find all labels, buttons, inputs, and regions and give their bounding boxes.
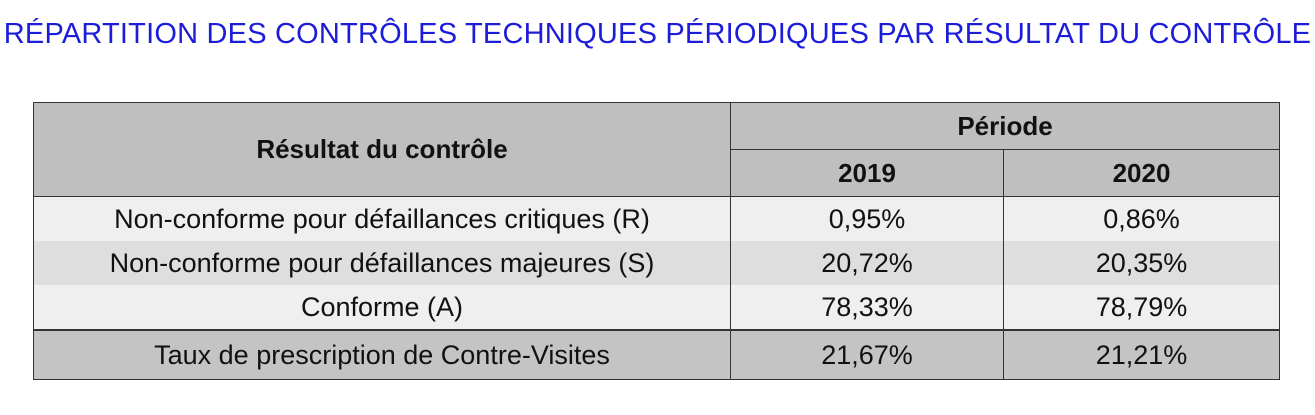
table-title: RÉPARTITION DES CONTRÔLES TECHNIQUES PÉR… bbox=[3, 18, 1312, 50]
cell-value-2020: 20,35% bbox=[1003, 241, 1280, 285]
cell-value-2020: 0,86% bbox=[1003, 196, 1280, 241]
total-row: Taux de prescription de Contre-Visites 2… bbox=[33, 329, 1280, 380]
table-row: Non-conforme pour défaillances majeures … bbox=[33, 241, 1280, 285]
cell-value-2019: 21,67% bbox=[730, 329, 1004, 380]
header-row-years: 2019 2020 bbox=[34, 149, 1280, 197]
row-label: Non-conforme pour défaillances majeures … bbox=[33, 241, 731, 285]
cell-value-2019: 20,72% bbox=[730, 241, 1004, 285]
header-row-group: Résultat du contrôle Période bbox=[33, 102, 1280, 197]
cell-value-2019: 78,33% bbox=[730, 285, 1004, 331]
row-label: Taux de prescription de Contre-Visites bbox=[33, 329, 731, 380]
table-row: Non-conforme pour défaillances critiques… bbox=[33, 196, 1280, 241]
results-table: Résultat du contrôle Période 2019 2020 N… bbox=[33, 102, 1280, 380]
cell-value-2020: 78,79% bbox=[1003, 285, 1280, 331]
cell-value-2020: 21,21% bbox=[1003, 329, 1280, 380]
period-header: Période bbox=[730, 102, 1280, 150]
cell-value-2019: 0,95% bbox=[730, 196, 1004, 241]
row-label-header: Résultat du contrôle bbox=[33, 102, 731, 197]
row-label: Conforme (A) bbox=[33, 285, 731, 331]
table-row: Conforme (A) 78,33% 78,79% bbox=[33, 285, 1280, 331]
row-label: Non-conforme pour défaillances critiques… bbox=[33, 196, 731, 241]
column-header-2020: 2020 bbox=[1003, 149, 1280, 197]
column-header-2019: 2019 bbox=[730, 149, 1004, 197]
